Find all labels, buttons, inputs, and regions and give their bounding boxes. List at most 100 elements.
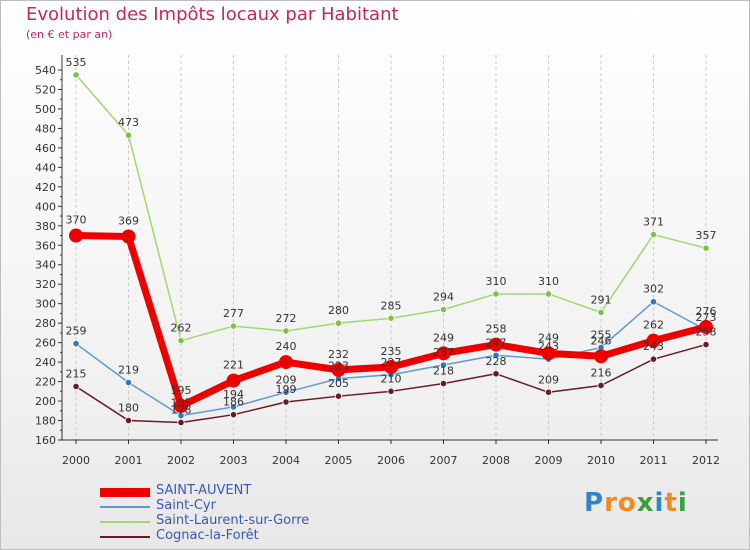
data-point xyxy=(544,290,553,298)
data-label: 262 xyxy=(643,319,664,332)
data-point xyxy=(384,359,398,374)
data-point xyxy=(594,349,608,364)
data-label: 259 xyxy=(66,325,87,338)
data-label: 209 xyxy=(538,373,559,386)
data-label: 258 xyxy=(696,326,717,339)
data-label: 235 xyxy=(381,345,402,358)
data-point xyxy=(646,333,661,348)
data-label: 294 xyxy=(433,291,454,304)
data-point xyxy=(489,337,503,352)
data-point xyxy=(334,319,343,327)
chart-title: Evolution des Impôts locaux par Habitant xyxy=(26,4,399,25)
data-point xyxy=(282,388,290,396)
legend-label-cognac: Cognac-la-Forêt xyxy=(156,528,259,543)
data-point xyxy=(229,411,238,419)
data-label: 240 xyxy=(276,340,297,353)
x-tick-label: 2000 xyxy=(62,454,90,467)
data-label: 215 xyxy=(66,367,87,380)
proxiti-logo: Proxiti xyxy=(584,488,688,518)
data-point xyxy=(439,379,448,388)
data-label: 185 xyxy=(171,397,192,410)
logo-letter: r xyxy=(604,488,618,518)
x-tick-label: 2002 xyxy=(167,454,195,467)
data-point xyxy=(702,244,710,252)
data-point xyxy=(226,373,241,388)
y-tick-label: 200 xyxy=(35,395,56,408)
y-tick-label: 520 xyxy=(35,83,56,96)
logo-letter: o xyxy=(617,488,637,518)
data-point xyxy=(436,346,451,361)
data-label: 209 xyxy=(276,373,297,386)
data-label: 249 xyxy=(538,331,559,344)
data-point xyxy=(282,398,290,406)
data-point xyxy=(334,392,343,400)
data-point xyxy=(177,418,185,427)
data-point xyxy=(69,228,83,243)
data-label: 291 xyxy=(591,293,612,306)
data-label: 258 xyxy=(486,323,507,336)
data-label: 243 xyxy=(643,340,664,353)
data-point xyxy=(492,370,500,378)
data-label: 357 xyxy=(696,229,717,242)
data-label: 246 xyxy=(591,334,612,347)
data-label: 272 xyxy=(276,312,297,325)
y-tick-label: 340 xyxy=(35,259,56,272)
data-point xyxy=(387,314,395,322)
data-label: 205 xyxy=(328,377,349,390)
data-label: 199 xyxy=(276,383,297,396)
data-label: 223 xyxy=(328,360,349,373)
data-point xyxy=(124,131,133,139)
data-point xyxy=(229,322,238,330)
data-point xyxy=(72,340,80,348)
data-point xyxy=(439,305,448,314)
data-point xyxy=(331,362,346,377)
data-label: 249 xyxy=(433,331,454,344)
x-tick-label: 2012 xyxy=(692,454,720,467)
data-point xyxy=(282,327,290,335)
legend-item-saint-laurent: Saint-Laurent-sur-Gorre xyxy=(100,513,360,530)
data-point xyxy=(649,355,658,363)
data-point xyxy=(439,361,448,369)
data-label: 277 xyxy=(223,307,244,320)
legend-swatch-cognac xyxy=(100,536,150,538)
data-point xyxy=(702,340,710,349)
data-label: 535 xyxy=(66,56,87,69)
data-label: 210 xyxy=(381,372,402,385)
x-tick-label: 2003 xyxy=(220,454,248,467)
data-label: 285 xyxy=(381,299,402,312)
y-tick-label: 220 xyxy=(35,376,56,389)
legend-item-cognac: Cognac-la-Forêt xyxy=(100,528,360,545)
data-label: 369 xyxy=(118,215,139,228)
data-label: 370 xyxy=(66,214,87,227)
data-label: 302 xyxy=(643,283,664,296)
data-label: 221 xyxy=(223,359,244,372)
data-point xyxy=(174,398,188,413)
legend-swatch-saint-cyr xyxy=(100,506,150,508)
data-point xyxy=(544,388,553,396)
logo-letter: i xyxy=(677,488,688,518)
data-label: 262 xyxy=(171,322,192,335)
data-label: 219 xyxy=(118,364,139,377)
y-tick-label: 380 xyxy=(35,220,56,233)
data-point xyxy=(124,416,133,425)
legend-label-saint-auvent: SAINT-AUVENT xyxy=(156,483,252,498)
y-tick-label: 440 xyxy=(35,161,56,174)
data-point xyxy=(492,351,500,359)
logo-letter: t xyxy=(664,488,678,518)
x-tick-label: 2008 xyxy=(482,454,510,467)
data-label: 255 xyxy=(591,329,612,342)
x-tick-label: 2011 xyxy=(640,454,668,467)
data-label: 243 xyxy=(538,340,559,353)
data-label: 276 xyxy=(696,305,717,318)
data-label: 180 xyxy=(118,402,139,415)
data-label: 280 xyxy=(328,304,349,317)
data-point xyxy=(387,387,395,395)
axes: 160 180 200 220 240 260 280 300 320 340 360 380 400 4… xyxy=(35,55,720,467)
legend-swatch-saint-auvent xyxy=(100,488,150,497)
data-point xyxy=(177,337,185,345)
data-point xyxy=(492,290,500,298)
y-tick-label: 320 xyxy=(35,278,56,291)
x-tick-label: 2009 xyxy=(535,454,563,467)
x-tick-label: 2007 xyxy=(430,454,458,467)
